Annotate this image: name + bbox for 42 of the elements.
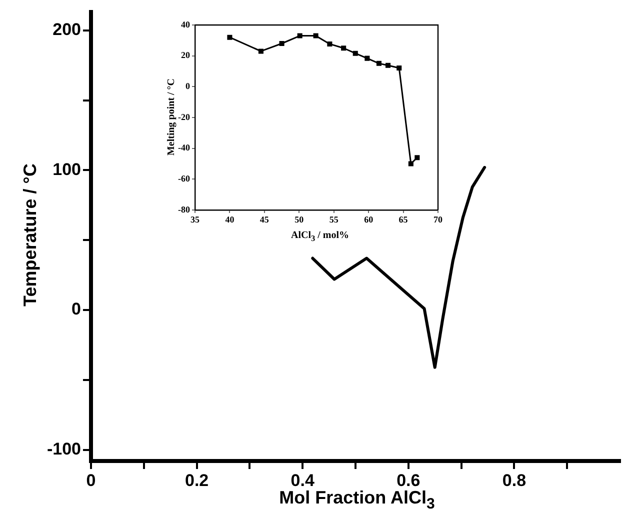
y-tick-label: 100 xyxy=(52,160,81,179)
point xyxy=(396,65,402,71)
point xyxy=(327,41,332,46)
x-tick-label: 35 xyxy=(190,214,200,225)
x-axis-title: AlCl$_{3}$ / mol% xyxy=(290,230,350,244)
point xyxy=(313,33,318,38)
y-axis-title: Melting point / °C xyxy=(166,78,177,156)
x-tick-label: 70 xyxy=(434,214,443,225)
point xyxy=(414,155,420,160)
point xyxy=(408,161,414,166)
point xyxy=(341,46,346,51)
y-tick-label: 200 xyxy=(52,20,81,40)
x-tick-label: 0.8 xyxy=(502,470,526,490)
x-tick-label: 0.2 xyxy=(184,470,209,490)
y-tick-label: 0 xyxy=(72,300,81,319)
x-tick-label: 65 xyxy=(398,214,408,225)
point xyxy=(227,34,232,40)
y-tick-label: -20 xyxy=(178,112,190,122)
x-axis-title: Mol Fraction AlCl$_{3}$ xyxy=(279,488,435,512)
x-tick-label: 60 xyxy=(364,214,374,225)
x-tick-label: 50 xyxy=(294,214,304,225)
point xyxy=(385,62,391,68)
x-tick-label: 40 xyxy=(225,214,235,225)
y-tick-label: -80 xyxy=(178,204,190,214)
point xyxy=(376,60,382,66)
x-tick-label: 45 xyxy=(260,214,270,225)
point xyxy=(297,33,302,38)
y-tick-label: -100 xyxy=(46,440,81,458)
x-tick-label: 0 xyxy=(86,470,96,490)
y-tick-label: 20 xyxy=(181,50,190,60)
x-tick-label: 0.4 xyxy=(290,470,315,490)
y-tick-label: 0 xyxy=(186,80,190,91)
point xyxy=(258,48,264,54)
point xyxy=(352,50,358,56)
y-tick-label: 40 xyxy=(181,19,190,30)
y-axis-title: Temperature / °C xyxy=(20,164,40,306)
x-tick-label: 55 xyxy=(329,214,339,225)
point xyxy=(279,40,284,46)
x-tick-label: 0.6 xyxy=(396,470,420,490)
y-tick-label: -60 xyxy=(178,173,190,184)
point xyxy=(364,56,370,61)
y-tick-label: -40 xyxy=(178,142,190,153)
